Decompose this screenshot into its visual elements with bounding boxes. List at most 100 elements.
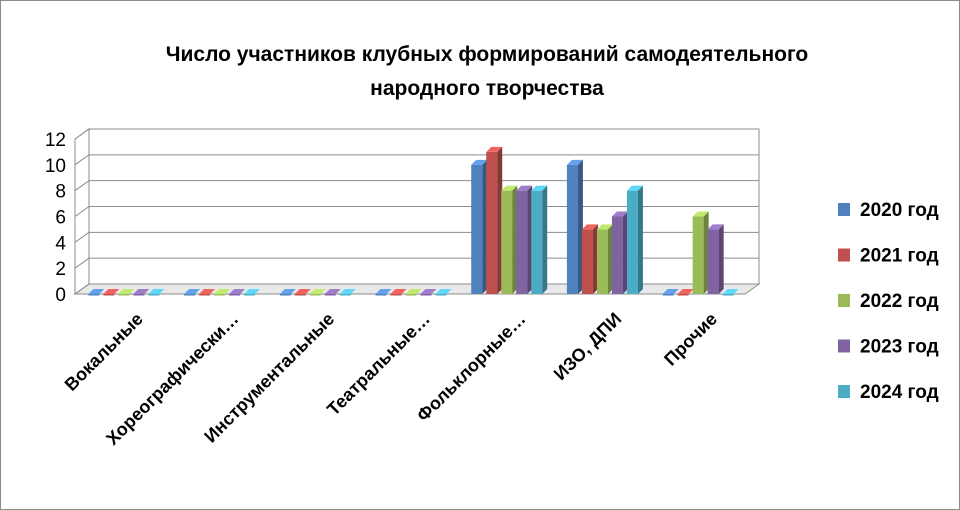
bar-front [324,294,336,296]
bar-front [229,294,241,296]
bar [722,289,739,296]
bar-top [581,224,598,230]
bar-front [707,229,719,294]
bar [420,289,437,296]
bar-front [626,190,638,294]
bar [662,289,679,296]
bar-top [339,289,356,294]
bar-front [199,294,211,296]
bar-side [703,211,709,294]
plot-walls [73,128,761,295]
bar-side [497,146,503,294]
legend-item: 2023 год [838,337,939,358]
bar-front [611,216,623,294]
bar-top [88,289,105,294]
bar-top [486,146,503,152]
bar [516,185,533,294]
bar [339,289,356,296]
y-tick-label: 4 [55,233,66,254]
gridline [74,128,759,140]
bar-top [662,289,679,294]
bar-top [501,185,518,191]
bar-top [435,289,452,294]
bar [88,289,105,296]
chart-title-line-2: народного творчества [370,77,604,100]
bar-front [375,294,387,296]
bar-front [118,294,130,296]
bar [566,159,583,294]
legend-item: 2020 год [838,200,939,221]
bar [103,289,120,296]
bar [677,289,694,296]
bar-front [405,294,417,296]
bar [435,289,452,296]
bar-side [622,211,628,294]
legend-item: 2022 год [838,291,939,312]
bar-top [420,289,437,294]
bar-top [390,289,407,294]
bar-top [516,185,533,191]
bar [707,224,724,294]
bar [199,289,216,296]
category-label: Прочие [660,309,721,370]
bar [324,289,341,296]
bar-top [722,289,739,294]
bar-top [677,289,694,294]
legend-swatch [838,248,850,262]
bar [611,211,628,294]
bar [279,289,296,296]
bar-front [677,294,689,296]
bar-top [118,289,135,294]
legend-swatch [838,203,850,216]
legend-item: 2024 год [838,382,939,403]
bar [148,289,165,296]
legend-swatch [838,294,850,307]
bar-side [592,224,598,294]
bar-side [718,224,724,294]
y-tick-label: 8 [55,182,66,203]
bar-top [531,185,548,191]
bar-front [420,294,432,296]
bar [375,289,392,296]
legend-swatch [838,385,850,398]
bar-top [294,289,311,294]
legend-label: 2022 год [860,291,939,312]
gridline [74,154,759,166]
y-tick-label: 12 [45,130,66,151]
bar-side [482,159,488,294]
legend: 2020 год 2021 год 2022 год 2023 год 2024 год [838,200,939,403]
bar-top [405,289,422,294]
bar-front [435,294,447,296]
bar-front [722,294,734,296]
bar-top [133,289,150,294]
y-tick-label: 6 [55,208,66,229]
bar [118,289,135,296]
bar-front [471,164,483,294]
bar-front [501,190,513,294]
bar-top [148,289,165,294]
legend-label: 2023 год [860,337,939,358]
bar-front [294,294,306,296]
bar [531,185,548,294]
bar-top [566,159,583,165]
y-axis-ticks: 0 2 4 6 8 10 12 [45,130,67,306]
bar-front [279,294,291,296]
bar [294,289,311,296]
legend-swatch [838,339,850,353]
bar [626,185,643,294]
bar-top [626,185,643,191]
bar [596,224,613,294]
bar-front [309,294,321,296]
bar [133,289,150,296]
bar-side [577,159,583,294]
bar-top [199,289,216,294]
gridline [74,180,759,192]
bar-front [244,294,256,296]
bar-side [607,224,613,294]
bar-front [692,216,704,294]
category-label: Вокальные [61,309,147,395]
bar-top [596,224,613,230]
chart-title-line-1: Число участников клубных формирований са… [166,43,809,66]
bar-top [324,289,341,294]
